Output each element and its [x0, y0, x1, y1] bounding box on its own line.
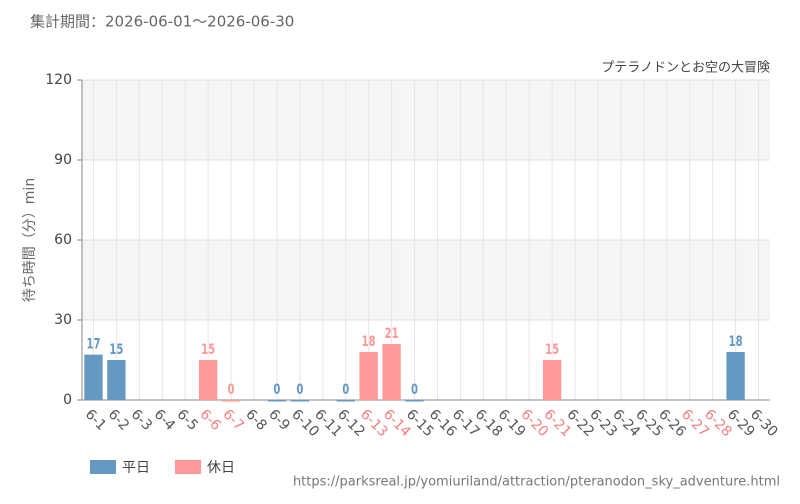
data-label: 21	[385, 325, 399, 342]
y-tick-label: 60	[54, 232, 72, 248]
bar	[290, 400, 310, 402]
x-tick-label: 6-5	[174, 406, 201, 433]
x-tick-label: 6-1	[82, 406, 109, 433]
bar	[221, 400, 241, 402]
x-tick-label: 6-4	[151, 406, 179, 434]
y-tick-label: 120	[45, 72, 72, 88]
data-label: 15	[545, 341, 559, 358]
legend-swatch	[175, 460, 201, 474]
chart-title: 集計期間：2026-06-01～2026-06-30	[30, 13, 294, 31]
bar	[542, 360, 562, 400]
bar	[359, 352, 378, 400]
x-tick-label: 6-6	[196, 406, 224, 434]
legend-label: 平日	[122, 460, 150, 476]
y-axis-label: 待ち時間（分）min	[22, 178, 38, 302]
x-tick-label: 6-2	[105, 406, 132, 433]
y-tick-label: 0	[63, 392, 72, 408]
bar	[84, 354, 103, 400]
x-tick-label: 6-8	[242, 406, 269, 433]
bar	[336, 400, 355, 402]
data-label: 15	[201, 341, 215, 358]
bar	[198, 360, 218, 400]
y-tick-label: 90	[54, 152, 72, 168]
bar	[107, 360, 126, 400]
data-label: 15	[109, 341, 123, 358]
bar	[405, 400, 424, 402]
x-tick-label: 6-3	[128, 406, 155, 433]
legend-label: 休日	[207, 460, 235, 476]
bar	[726, 352, 745, 400]
data-label: 18	[362, 333, 376, 350]
data-label: 0	[273, 381, 280, 398]
x-tick-label: 6-9	[265, 406, 292, 433]
y-tick-label: 30	[54, 312, 72, 328]
data-label: 18	[729, 333, 743, 350]
grid-band	[82, 80, 770, 160]
x-tick-label: 6-7	[219, 406, 246, 433]
grid-band	[82, 240, 770, 320]
data-label: 0	[342, 381, 349, 398]
data-label: 0	[411, 381, 418, 398]
data-label: 0	[296, 381, 303, 398]
source: https://parksreal.jp/yomiuriland/attract…	[293, 475, 780, 490]
data-label: 17	[86, 335, 100, 352]
data-label: 0	[228, 381, 235, 398]
legend-swatch	[90, 460, 116, 474]
bar	[382, 344, 401, 400]
chart-subtitle: プテラノドンとお空の大冒険	[601, 61, 770, 76]
bar	[267, 400, 287, 402]
